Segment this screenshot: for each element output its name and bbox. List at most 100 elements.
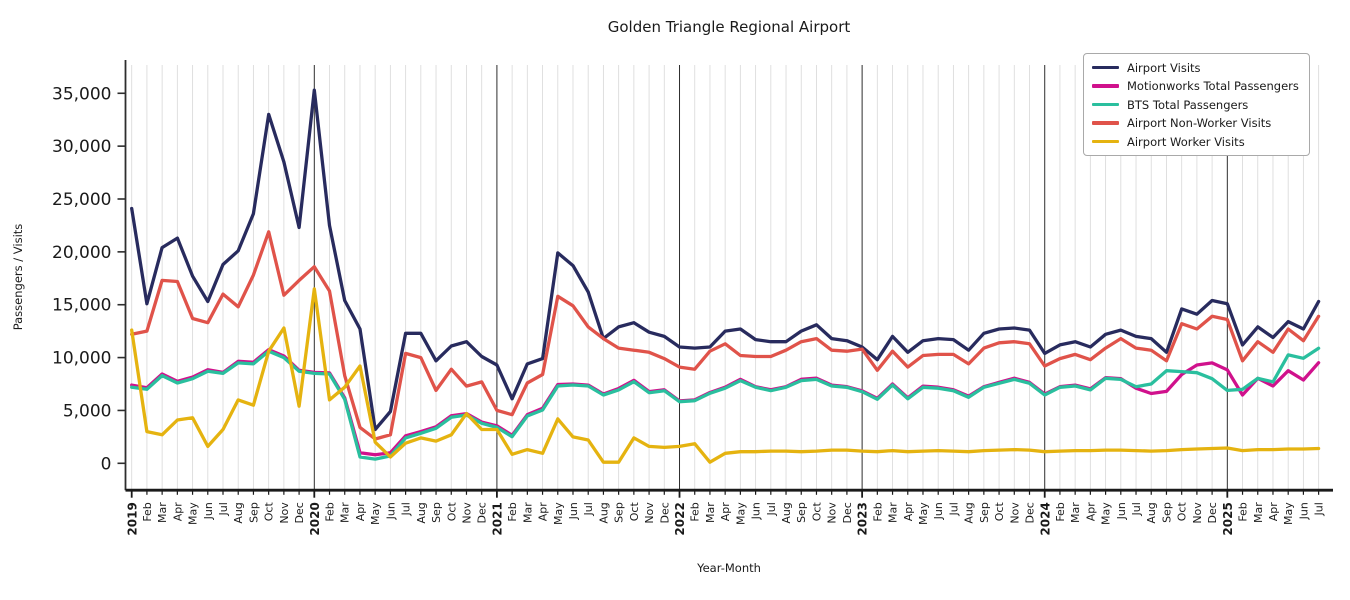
x-tick-label: Jul (400, 502, 413, 516)
legend-swatch (1092, 84, 1119, 88)
series-line-airport-visits (130, 88, 1321, 432)
x-tick-label: May (552, 502, 565, 525)
legend-label: Motionworks Total Passengers (1127, 79, 1299, 93)
x-tick-label: Aug (232, 502, 245, 523)
legend: Airport Visits Motionworks Total Passenge… (1083, 53, 1310, 156)
x-tick-label: May (917, 502, 930, 525)
x-tick-label: Jul (582, 502, 595, 516)
x-tick-label: Dec (293, 502, 306, 523)
x-tick-label: Apr (171, 502, 184, 522)
x-tick-label: Nov (1008, 502, 1021, 524)
x-tick-label: Jun (384, 502, 397, 520)
x-tick-label: Jun (932, 502, 945, 520)
x-tick-label: Mar (887, 502, 900, 523)
x-tick-label: Dec (841, 502, 854, 523)
legend-item-airport-worker-visits: Airport Worker Visits (1092, 134, 1301, 149)
x-tick-label: Oct (263, 502, 276, 522)
x-tick-label: Nov (643, 502, 656, 524)
legend-item-airport-visits: Airport Visits (1092, 60, 1301, 75)
x-tick-label: 2021 (491, 502, 505, 535)
x-tick-label: Mar (521, 502, 534, 523)
x-tick-label: Nov (826, 502, 839, 524)
x-tick-label: Sep (247, 502, 260, 523)
x-tick-label: Sep (613, 502, 626, 523)
x-tick-label: Mar (156, 502, 169, 523)
x-tick-label: May (1282, 502, 1295, 525)
y-axis-label: Passengers / Visits (11, 223, 25, 331)
x-tick-label: Nov (460, 502, 473, 524)
x-tick-label: Dec (658, 502, 671, 523)
legend-label: Airport Worker Visits (1127, 134, 1245, 149)
series-line-airport-worker-visits (130, 287, 1321, 464)
x-tick-label: 2024 (1038, 502, 1052, 535)
x-tick-label: Sep (978, 502, 991, 523)
legend-label: BTS Total Passengers (1127, 97, 1249, 112)
legend-swatch (1092, 102, 1119, 107)
x-tick-label: Feb (1054, 502, 1067, 521)
x-tick-label: Oct (993, 502, 1006, 522)
series-line-airport-non-worker-visits (130, 230, 1321, 441)
x-tick-label: Dec (476, 502, 489, 523)
legend-swatch (1092, 65, 1119, 70)
x-tick-label: Apr (719, 502, 732, 522)
x-tick-label: Apr (537, 502, 550, 522)
x-tick-label: Feb (689, 502, 702, 521)
x-tick-label: Sep (430, 502, 443, 523)
x-tick-label: Mar (1252, 502, 1265, 523)
y-tick-label: 30,000 (52, 137, 111, 157)
x-tick-label: Jul (947, 502, 960, 516)
x-tick-label: Jun (202, 502, 215, 520)
legend-swatch (1092, 139, 1119, 144)
y-tick-label: 0 (101, 454, 112, 474)
y-tick-label: 15,000 (52, 296, 111, 316)
x-tick-label: Aug (597, 502, 610, 523)
x-tick-label: Sep (1160, 502, 1173, 523)
x-axis-label: Year-Month (697, 561, 761, 575)
x-tick-label: Feb (324, 502, 337, 521)
y-tick-label: 35,000 (52, 84, 111, 104)
x-tick-label: Jul (1130, 502, 1143, 516)
x-tick-label: Dec (1206, 502, 1219, 523)
x-tick-label: Apr (1084, 502, 1097, 522)
y-tick-label: 25,000 (52, 190, 111, 210)
x-tick-label: Jun (1115, 502, 1128, 520)
x-tick-label: Nov (278, 502, 291, 524)
y-tick-label: 10,000 (52, 349, 111, 369)
x-tick-label: Jul (217, 502, 230, 516)
x-tick-label: Oct (628, 502, 641, 522)
x-tick-label: Oct (810, 502, 823, 522)
x-tick-label: Feb (1237, 502, 1250, 521)
x-tick-label: Oct (445, 502, 458, 522)
legend-swatch (1092, 121, 1119, 125)
x-tick-label: May (734, 502, 747, 525)
x-tick-label: Feb (141, 502, 154, 521)
y-tick-label: 5,000 (63, 401, 112, 421)
x-tick-label: Mar (339, 502, 352, 523)
x-tick-label: Nov (1191, 502, 1204, 524)
x-tick-label: Jun (1297, 502, 1310, 520)
x-tick-label: May (369, 502, 382, 525)
x-tick-label: Sep (795, 502, 808, 523)
x-tick-label: 2023 (856, 502, 870, 535)
x-tick-label: 2020 (308, 502, 322, 535)
x-tick-label: Apr (902, 502, 915, 522)
legend-item-motionworks-total-passengers: Motionworks Total Passengers (1092, 79, 1301, 93)
x-tick-label: Apr (1267, 502, 1280, 522)
legend-item-airport-non-worker-visits: Airport Non-Worker Visits (1092, 116, 1301, 130)
x-tick-label: Jun (750, 502, 763, 520)
x-tick-label: Aug (415, 502, 428, 523)
x-tick-label: Aug (1145, 502, 1158, 523)
x-tick-label: Dec (1024, 502, 1037, 523)
x-tick-label: Aug (963, 502, 976, 523)
x-tick-label: 2025 (1221, 502, 1235, 535)
x-tick-label: 2019 (125, 502, 139, 535)
x-tick-label: Feb (506, 502, 519, 521)
x-tick-label: Jul (1313, 502, 1326, 516)
legend-label: Airport Visits (1127, 60, 1201, 75)
x-tick-label: 2022 (673, 502, 687, 535)
x-tick-label: Feb (871, 502, 884, 521)
x-tick-label: Mar (704, 502, 717, 523)
x-tick-label: Aug (780, 502, 793, 523)
